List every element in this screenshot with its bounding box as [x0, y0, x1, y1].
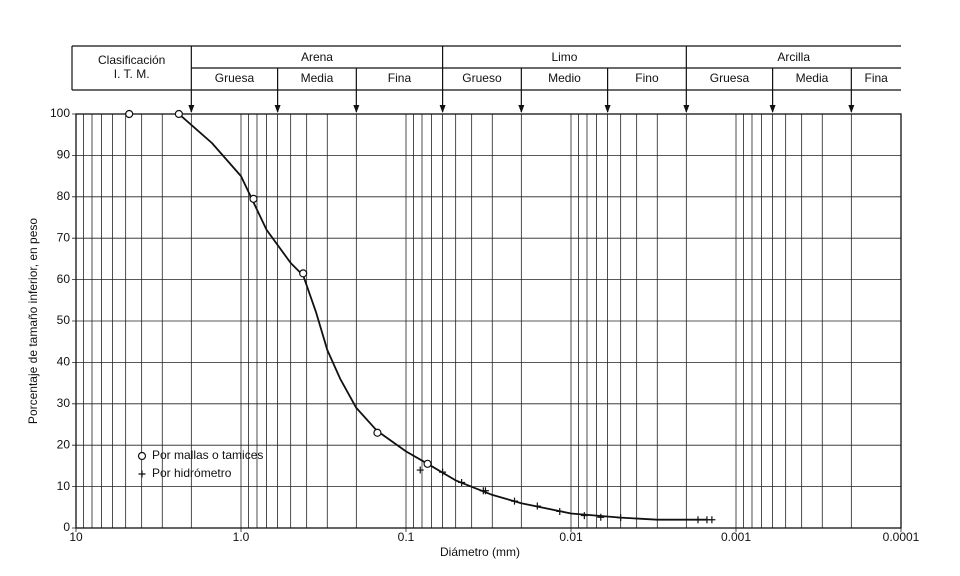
x-tick-label: 0.01	[559, 530, 583, 544]
boundary-arrow	[518, 105, 525, 113]
y-tick-label: 70	[57, 230, 71, 244]
x-tick-label: 10	[69, 530, 83, 544]
legend-marker	[138, 470, 146, 478]
boundary-arrow	[848, 105, 855, 113]
y-tick-label: 30	[57, 396, 71, 410]
subgroup-label: Gruesa	[710, 71, 750, 85]
point	[174, 109, 183, 119]
x-tick-label: 0.0001	[883, 530, 920, 544]
y-tick-label: 0	[63, 520, 70, 534]
subgroup-label: Media	[301, 71, 334, 85]
point	[373, 428, 382, 437]
boundary-arrow	[274, 105, 281, 113]
legend-label: Por hidrómetro	[152, 466, 232, 480]
y-axis-label: Porcentaje de tamaño inferior, en peso	[26, 218, 40, 424]
subgroup-label: Gruesa	[215, 71, 255, 85]
point	[299, 269, 308, 278]
subgroup-label: Fina	[388, 71, 412, 85]
group-label: Limo	[551, 50, 577, 64]
legend-label: Por mallas o tamices	[152, 448, 263, 462]
plot-frame	[75, 113, 902, 529]
point	[511, 497, 518, 505]
point	[708, 516, 716, 524]
subgroup-label: Fino	[635, 71, 659, 85]
x-tick-label: 0.001	[721, 530, 751, 544]
x-axis-label: Diámetro (mm)	[440, 545, 520, 559]
subgroup-label: Media	[796, 71, 829, 85]
boundary-arrow	[353, 105, 360, 113]
y-tick-label: 50	[57, 313, 71, 327]
y-tick-label: 80	[57, 189, 71, 203]
boundary-arrow	[604, 105, 611, 113]
y-tick-label: 40	[57, 355, 71, 369]
boundary-arrow	[683, 105, 690, 113]
boundary-arrow	[439, 105, 446, 113]
x-tick-label: 1.0	[233, 530, 250, 544]
y-tick-label: 100	[50, 106, 70, 120]
point	[694, 516, 702, 524]
boundary-arrow	[769, 105, 776, 113]
point	[416, 466, 424, 474]
group-label: Arena	[301, 50, 333, 64]
point	[458, 478, 466, 486]
boundary-arrow	[188, 105, 195, 113]
point	[125, 109, 134, 119]
classification-title: Clasificación	[98, 53, 165, 67]
point	[533, 502, 541, 510]
point	[439, 468, 447, 476]
classification-title: I. T. M.	[114, 67, 150, 81]
y-tick-label: 10	[57, 479, 71, 493]
legend-marker	[137, 451, 147, 461]
point	[423, 459, 432, 468]
point	[249, 194, 258, 203]
subgroup-label: Fina	[864, 71, 888, 85]
y-tick-label: 20	[57, 437, 71, 451]
point	[617, 514, 625, 522]
x-tick-label: 0.1	[398, 530, 415, 544]
y-tick-label: 60	[57, 272, 71, 286]
subgroup-label: Grueso	[462, 71, 502, 85]
group-label: Arcilla	[777, 50, 810, 64]
point	[481, 487, 489, 495]
y-tick-label: 90	[57, 148, 71, 162]
point	[556, 507, 564, 515]
subgroup-label: Medio	[548, 71, 581, 85]
point	[597, 513, 605, 521]
point	[580, 512, 588, 520]
